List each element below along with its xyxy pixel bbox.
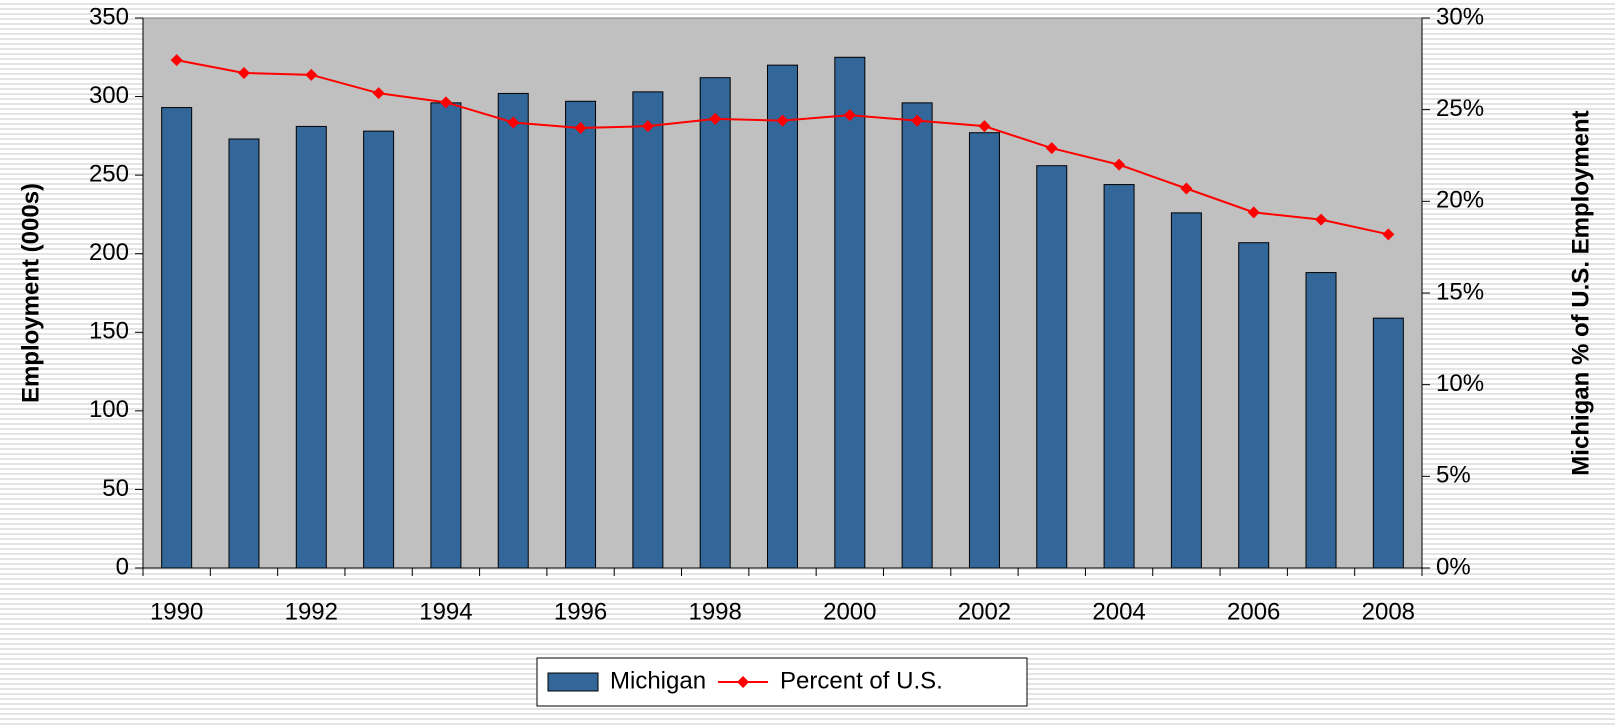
bar	[901, 102, 933, 569]
y-tick-label: 250	[89, 160, 129, 187]
bar	[161, 107, 193, 569]
line-marker	[1247, 206, 1260, 219]
x-tick-label: 1998	[688, 598, 741, 625]
bar	[430, 102, 462, 569]
line-marker	[911, 114, 924, 127]
bar	[1036, 165, 1068, 569]
y-tick-label: 200	[89, 239, 129, 266]
line-marker	[1113, 158, 1126, 171]
bar	[699, 77, 731, 569]
x-tick-label: 1996	[554, 598, 607, 625]
y-tick-label: 300	[89, 82, 129, 109]
bar	[632, 91, 664, 569]
line-marker	[574, 122, 587, 134]
y2-tick-label: 10%	[1436, 370, 1484, 397]
y2-tick-label: 0%	[1436, 553, 1471, 580]
line-marker	[843, 109, 856, 122]
y2-tick-label: 15%	[1436, 278, 1484, 305]
x-tick-label: 2008	[1362, 598, 1415, 625]
bar	[565, 100, 597, 569]
x-tick-label: 1990	[150, 598, 203, 625]
bar	[767, 64, 798, 569]
y-tick-label: 50	[102, 475, 129, 502]
x-tick-label: 2002	[958, 598, 1011, 625]
bar	[1103, 184, 1135, 569]
bar	[834, 56, 866, 569]
bar	[228, 138, 260, 569]
x-tick-label: 1994	[419, 598, 472, 625]
y2-tick-label: 20%	[1436, 187, 1484, 214]
x-tick-label: 1992	[285, 598, 338, 625]
x-tick-label: 2004	[1092, 598, 1145, 625]
bar	[1305, 272, 1337, 569]
line-marker	[237, 67, 250, 79]
line-marker	[439, 96, 452, 109]
line-marker	[641, 120, 654, 133]
line-marker	[1045, 142, 1058, 155]
y-tick-label: 100	[89, 396, 129, 423]
bar	[1372, 317, 1404, 569]
line-marker	[305, 68, 318, 81]
line-marker	[709, 112, 722, 125]
bar	[1238, 242, 1270, 569]
y-tick-label: 350	[89, 3, 129, 30]
line-marker	[507, 116, 520, 129]
x-tick-label: 2000	[823, 598, 876, 625]
y2-tick-label: 5%	[1436, 462, 1471, 489]
line-marker	[978, 120, 991, 133]
y-tick-label: 150	[89, 318, 129, 345]
legend	[536, 657, 1028, 707]
legend-swatch	[547, 672, 599, 692]
legend-label: Percent of U.S.	[780, 667, 943, 694]
bar	[1170, 212, 1202, 569]
line-marker	[372, 87, 385, 100]
y2-tick-label: 30%	[1436, 3, 1484, 30]
legend-swatch	[737, 676, 750, 688]
bar	[363, 130, 395, 569]
bar	[968, 132, 1000, 569]
y-axis-label: Employment (000s)	[17, 183, 44, 403]
line-marker	[776, 114, 789, 127]
y-tick-label: 0	[116, 553, 129, 580]
line-marker	[1315, 213, 1328, 226]
line-marker	[170, 54, 183, 67]
y2-tick-label: 25%	[1436, 95, 1484, 122]
line-marker	[1180, 182, 1193, 195]
line-marker	[1382, 228, 1395, 241]
bar	[295, 125, 327, 569]
bar	[497, 92, 529, 569]
legend-label: Michigan	[610, 667, 706, 694]
y2-axis-label: Michigan % of U.S. Employment	[1567, 110, 1594, 475]
x-tick-label: 2006	[1227, 598, 1280, 625]
